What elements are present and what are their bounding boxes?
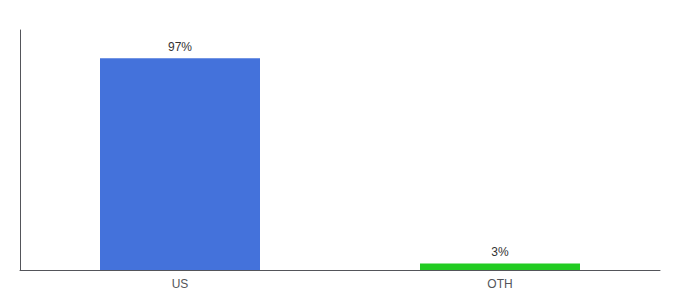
svg-text:3%: 3% [491, 245, 509, 259]
svg-text:97%: 97% [168, 40, 192, 54]
svg-text:OTH: OTH [487, 277, 512, 291]
svg-text:US: US [172, 277, 189, 291]
